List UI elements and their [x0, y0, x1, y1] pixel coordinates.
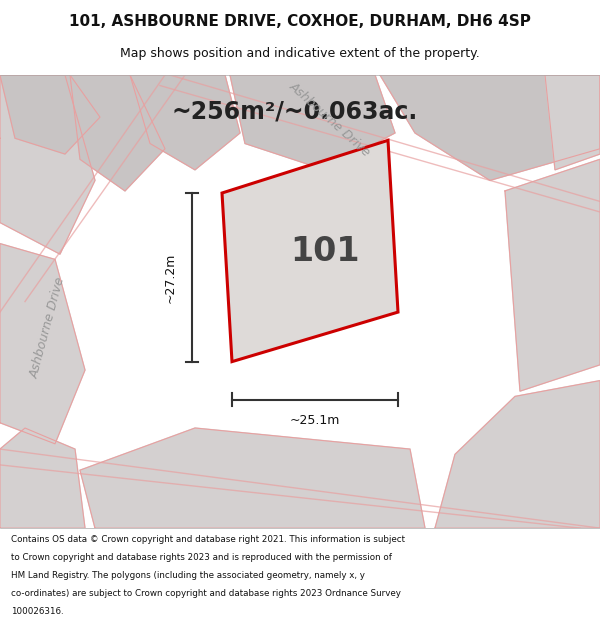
Polygon shape: [80, 428, 425, 528]
Polygon shape: [0, 428, 85, 528]
Text: co-ordinates) are subject to Crown copyright and database rights 2023 Ordnance S: co-ordinates) are subject to Crown copyr…: [11, 589, 401, 598]
Text: Contains OS data © Crown copyright and database right 2021. This information is : Contains OS data © Crown copyright and d…: [11, 535, 405, 544]
Text: ~25.1m: ~25.1m: [290, 414, 340, 427]
Polygon shape: [380, 75, 600, 181]
Text: 101: 101: [290, 235, 360, 268]
Text: Ashbourne Drive: Ashbourne Drive: [28, 276, 68, 380]
Text: HM Land Registry. The polygons (including the associated geometry, namely x, y: HM Land Registry. The polygons (includin…: [11, 571, 365, 580]
Text: to Crown copyright and database rights 2023 and is reproduced with the permissio: to Crown copyright and database rights 2…: [11, 553, 392, 562]
Polygon shape: [230, 75, 395, 170]
Polygon shape: [505, 159, 600, 391]
Polygon shape: [0, 75, 95, 254]
Text: Ashbourne Drive: Ashbourne Drive: [287, 79, 373, 159]
Polygon shape: [0, 75, 100, 154]
Polygon shape: [130, 75, 240, 170]
Polygon shape: [0, 244, 85, 444]
Text: ~256m²/~0.063ac.: ~256m²/~0.063ac.: [172, 100, 418, 124]
Polygon shape: [222, 141, 398, 362]
Polygon shape: [70, 75, 165, 191]
Text: ~27.2m: ~27.2m: [163, 252, 176, 302]
Polygon shape: [545, 75, 600, 170]
Text: 100026316.: 100026316.: [11, 607, 64, 616]
Polygon shape: [435, 381, 600, 528]
Text: 101, ASHBOURNE DRIVE, COXHOE, DURHAM, DH6 4SP: 101, ASHBOURNE DRIVE, COXHOE, DURHAM, DH…: [69, 14, 531, 29]
Text: Map shows position and indicative extent of the property.: Map shows position and indicative extent…: [120, 48, 480, 61]
